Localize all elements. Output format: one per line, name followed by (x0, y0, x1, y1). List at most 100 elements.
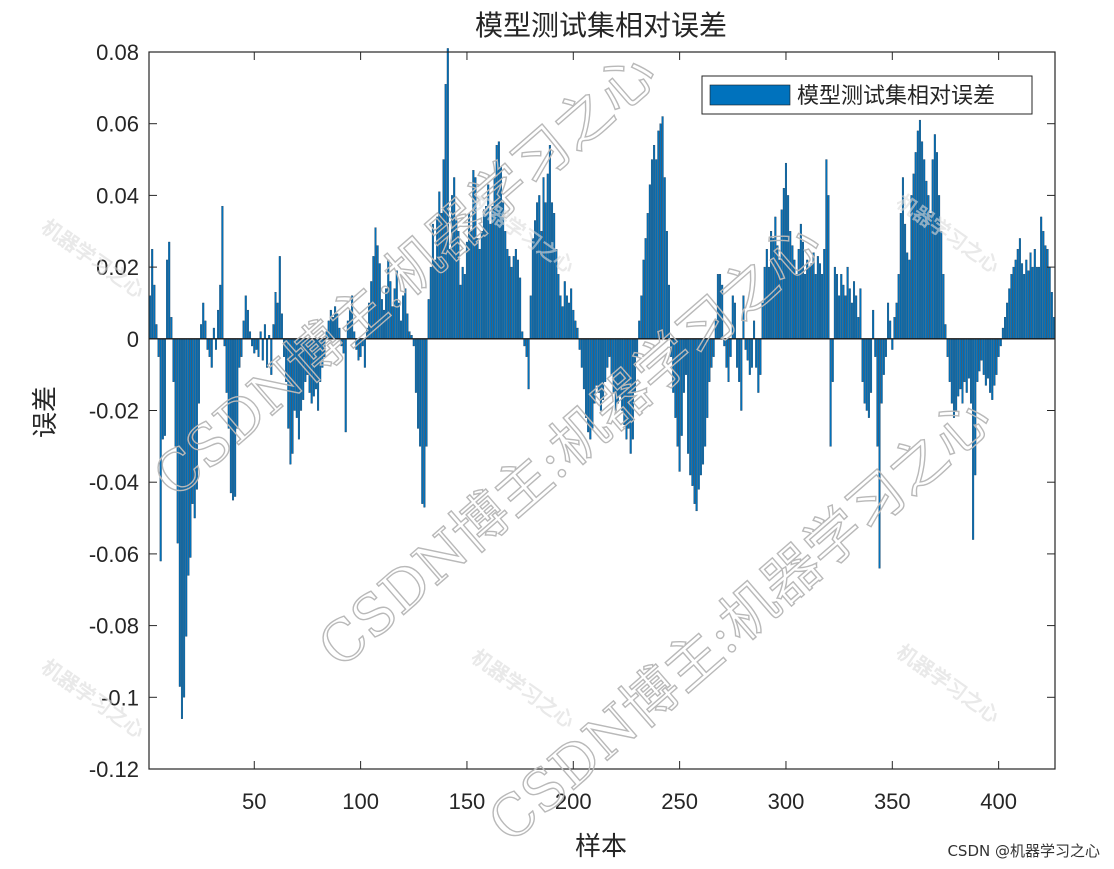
bar (859, 288, 862, 339)
bar (278, 256, 281, 339)
bar (510, 266, 513, 339)
bar (448, 248, 451, 339)
bar (338, 327, 341, 339)
y-tick-label: -0.04 (89, 470, 139, 495)
bar (784, 162, 787, 339)
bar (969, 338, 972, 404)
bar (431, 223, 434, 339)
bar (667, 284, 670, 339)
bar (655, 159, 658, 339)
bar (608, 338, 611, 357)
bar (908, 259, 911, 339)
bar (185, 338, 188, 637)
bar (395, 270, 398, 339)
bar (272, 324, 275, 339)
bar (1021, 263, 1024, 339)
bar (948, 338, 951, 382)
bar (565, 295, 568, 339)
bar (1004, 317, 1007, 339)
bar (755, 338, 758, 368)
bar (363, 338, 366, 368)
bar (355, 338, 358, 350)
bar (746, 338, 749, 361)
bar (742, 295, 745, 339)
bar (223, 338, 226, 347)
bar (234, 338, 237, 497)
bar (923, 159, 926, 339)
x-tick-label: 300 (768, 789, 805, 814)
bar (916, 130, 919, 339)
bar (808, 266, 811, 339)
bar (704, 338, 707, 447)
x-tick-label: 200 (555, 789, 592, 814)
bar (408, 331, 411, 339)
bar (570, 288, 573, 339)
bar (761, 302, 764, 339)
bar (846, 266, 849, 339)
bar (663, 177, 666, 339)
bar (244, 295, 247, 339)
bar (935, 152, 938, 339)
bar (187, 338, 190, 576)
bar (753, 320, 756, 339)
bar (276, 302, 279, 339)
bar (214, 338, 217, 350)
bar (255, 338, 258, 350)
bar (553, 213, 556, 339)
bar (465, 241, 468, 339)
bar (967, 338, 970, 379)
bar (502, 202, 505, 339)
bar (183, 338, 186, 698)
bar (612, 338, 615, 393)
bar (844, 295, 847, 339)
bar (793, 259, 796, 339)
bar (159, 338, 162, 562)
bar (280, 313, 283, 339)
bar (417, 338, 420, 429)
bar (999, 338, 1002, 347)
bar (451, 195, 454, 339)
bar (516, 259, 519, 339)
bar (842, 284, 845, 339)
bar (540, 231, 543, 339)
bar (682, 338, 685, 393)
bar (534, 220, 537, 339)
bar (789, 231, 792, 339)
bar (348, 309, 351, 339)
bar (633, 338, 636, 393)
bar (838, 295, 841, 339)
bar (974, 338, 977, 476)
bar (334, 306, 337, 339)
bar (489, 223, 492, 339)
y-tick-label: -0.02 (89, 399, 139, 424)
bar (884, 338, 887, 357)
bar (1010, 274, 1013, 339)
bar (289, 338, 292, 465)
bar (661, 116, 664, 339)
bar (867, 338, 870, 418)
y-tick-label: 0.02 (96, 255, 139, 280)
bar (804, 274, 807, 339)
bar (346, 320, 349, 339)
bar (627, 338, 630, 429)
bar (527, 338, 530, 390)
bar (823, 248, 826, 339)
bar (604, 338, 607, 382)
bar (504, 231, 507, 339)
bar (178, 338, 181, 687)
bar (982, 338, 985, 375)
bar (563, 281, 566, 339)
bar (889, 320, 892, 339)
bar (365, 327, 368, 339)
chart-title: 模型测试集相对误差 (475, 9, 727, 42)
bar (153, 284, 156, 339)
bar (731, 295, 734, 339)
bar (251, 338, 254, 347)
bar (606, 338, 609, 368)
bar (938, 195, 941, 339)
bar (593, 338, 596, 404)
bar (1046, 248, 1049, 339)
bar (217, 309, 220, 339)
bar (897, 274, 900, 339)
bar (642, 259, 645, 339)
